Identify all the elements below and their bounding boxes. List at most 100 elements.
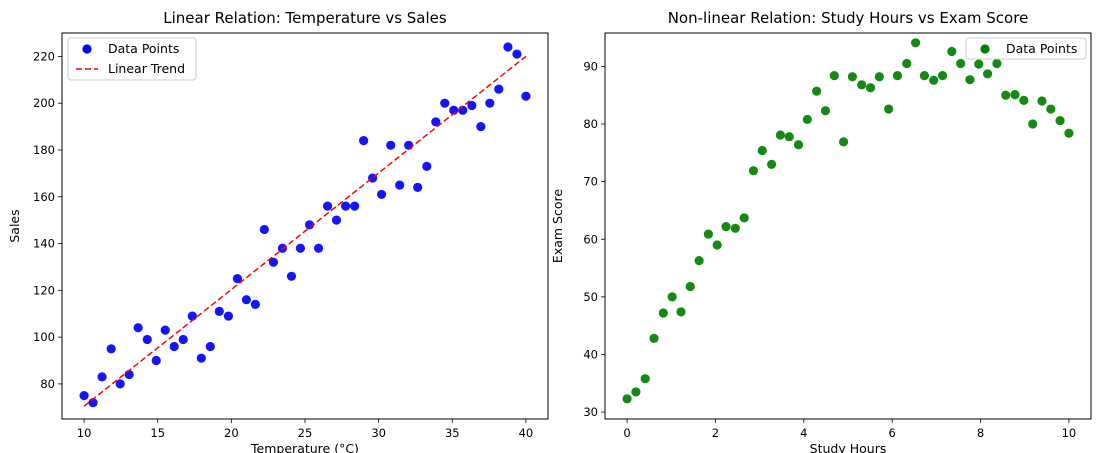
data-point xyxy=(431,117,441,127)
data-point xyxy=(160,325,170,335)
chart-title: Linear Relation: Temperature vs Sales xyxy=(163,9,447,27)
x-tick-label: 15 xyxy=(150,426,165,440)
x-tick-label: 0 xyxy=(623,426,630,440)
x-tick-label: 30 xyxy=(371,426,386,440)
data-point xyxy=(241,295,251,305)
data-point xyxy=(829,71,839,81)
data-point xyxy=(521,91,531,101)
data-point xyxy=(992,58,1002,69)
data-point xyxy=(286,271,297,281)
y-axis-label: Sales xyxy=(7,209,22,242)
data-point xyxy=(956,58,966,69)
y-tick-label: 120 xyxy=(33,283,55,297)
series-linear-trend xyxy=(83,55,527,407)
data-point xyxy=(1001,90,1011,100)
y-tick-label: 180 xyxy=(33,143,55,157)
x-tick-label: 8 xyxy=(977,426,984,440)
y-tick-label: 80 xyxy=(583,117,598,131)
data-point xyxy=(97,372,107,382)
data-point xyxy=(974,59,984,69)
data-point xyxy=(503,42,513,52)
chart-title: Non-linear Relation: Study Hours vs Exam… xyxy=(668,9,1029,27)
data-point xyxy=(1064,128,1074,138)
data-point xyxy=(88,398,98,408)
plot-frame xyxy=(604,32,1092,420)
data-point xyxy=(775,130,786,140)
chart-1: Linear Relation: Temperature vs Sales Tem… xyxy=(7,9,549,453)
data-point xyxy=(376,189,387,200)
data-point xyxy=(802,114,812,125)
data-point xyxy=(467,100,477,111)
data-point xyxy=(187,311,197,321)
x-tick-label: 35 xyxy=(445,426,460,440)
x-tick-label: 10 xyxy=(1062,426,1077,440)
data-point xyxy=(196,353,206,363)
data-point xyxy=(712,240,722,250)
legend-label: Linear Trend xyxy=(108,61,185,76)
data-point xyxy=(703,229,713,239)
y-axis-label: Exam Score xyxy=(550,189,565,263)
legend-frame xyxy=(965,37,1087,60)
data-point xyxy=(929,75,939,85)
legend-frame xyxy=(67,37,197,81)
data-point xyxy=(748,166,759,176)
data-point xyxy=(983,69,993,79)
legend-dot-marker xyxy=(980,44,990,54)
data-point xyxy=(115,379,125,389)
x-tick-label: 10 xyxy=(77,426,92,440)
data-point xyxy=(649,333,659,343)
data-point xyxy=(676,307,686,317)
plot-frame xyxy=(61,32,549,420)
data-point xyxy=(359,136,369,146)
data-point xyxy=(295,243,306,253)
legend: Data Points xyxy=(965,37,1087,60)
y-tick-label: 60 xyxy=(583,232,598,246)
data-point xyxy=(874,72,884,82)
x-tick-label: 40 xyxy=(519,426,534,440)
data-point xyxy=(658,308,668,318)
x-tick-label: 4 xyxy=(800,426,807,440)
y-tick-label: 40 xyxy=(583,347,598,361)
data-point xyxy=(910,38,921,48)
data-point xyxy=(820,106,831,116)
data-point xyxy=(766,159,777,169)
data-point xyxy=(685,281,695,292)
data-point xyxy=(214,306,224,316)
data-point xyxy=(721,221,731,232)
data-point xyxy=(485,98,495,108)
data-point xyxy=(1019,95,1029,106)
legend-dot-marker xyxy=(82,44,92,54)
y-tick-label: 90 xyxy=(583,59,598,73)
series-data-points xyxy=(79,42,531,408)
data-point xyxy=(730,223,740,233)
x-tick-label: 6 xyxy=(889,426,896,440)
trend-line xyxy=(83,55,527,407)
data-point xyxy=(640,374,650,384)
data-point xyxy=(413,182,423,192)
data-point xyxy=(440,98,450,108)
x-axis-label: Temperature (°C) xyxy=(250,441,359,453)
data-point xyxy=(386,140,396,150)
data-point xyxy=(947,46,957,57)
y-tick-label: 30 xyxy=(583,405,598,419)
data-point xyxy=(902,58,912,69)
x-tick-label: 25 xyxy=(298,426,313,440)
y-tick-label: 50 xyxy=(583,290,598,304)
data-point xyxy=(223,311,234,321)
series-data-points xyxy=(622,38,1074,404)
data-point xyxy=(422,161,432,171)
data-point xyxy=(142,334,152,345)
data-point xyxy=(965,75,975,85)
data-point xyxy=(476,121,486,132)
data-point xyxy=(232,274,243,284)
data-point xyxy=(106,344,116,354)
data-point xyxy=(847,72,858,82)
data-point xyxy=(784,132,794,142)
data-point xyxy=(812,86,822,96)
data-point xyxy=(133,323,143,333)
y-tick-label: 200 xyxy=(33,96,55,110)
y-tick-label: 160 xyxy=(33,190,55,204)
data-point xyxy=(341,201,351,211)
legend-label: Data Points xyxy=(1006,41,1077,56)
data-point xyxy=(793,140,804,150)
